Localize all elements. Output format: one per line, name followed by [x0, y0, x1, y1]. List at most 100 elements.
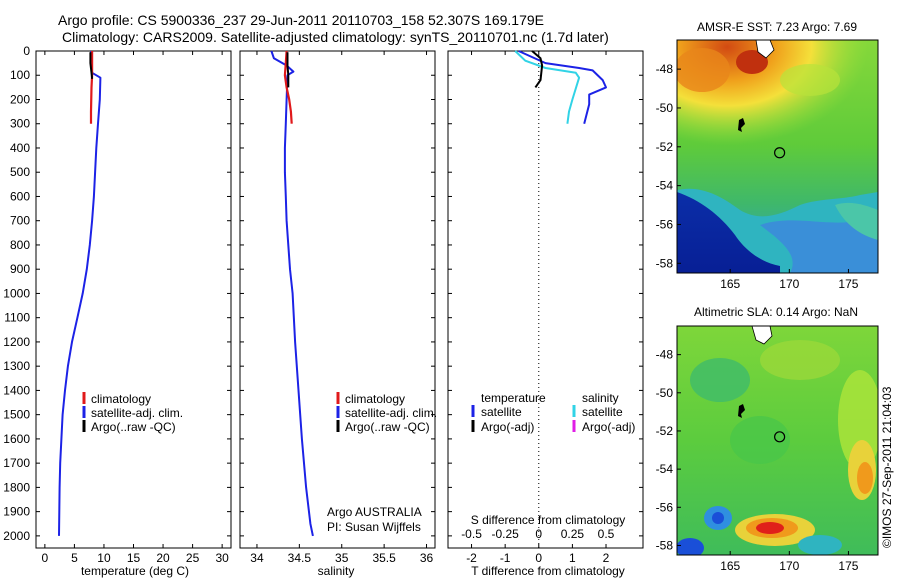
legend-salinity-satellite: satellite	[582, 405, 623, 419]
legend-argo: Argo(..raw -QC)	[91, 420, 176, 434]
y-tick-label: 1100	[4, 311, 30, 325]
temperature-xlabel: temperature (deg C)	[81, 564, 189, 578]
map-y-tick-label: -56	[656, 500, 674, 514]
figure-title-line1: Argo profile: CS 5900336_237 29-Jun-2011…	[58, 12, 544, 28]
map-x-tick-label: 170	[779, 559, 799, 573]
argo-position-marker	[774, 147, 786, 159]
difference-xlabel: T difference from climatology	[471, 564, 625, 578]
map-x-tick-label: 165	[720, 277, 740, 291]
y-tick-label: 600	[10, 189, 30, 203]
temperature-legend: climatology satellite-adj. clim. Argo(..…	[82, 392, 183, 434]
map-y-tick-label: -52	[656, 140, 674, 154]
x-tick-label: 34.5	[288, 551, 312, 565]
x-tick-label: 35.5	[372, 551, 396, 565]
x2-tick-label: 0.5	[598, 527, 615, 541]
legend-satellite-adj: satellite-adj. clim.	[91, 406, 183, 420]
salinity-series-satellite-adj-clim-	[270, 50, 314, 537]
credit-institution: Argo AUSTRALIA	[327, 505, 422, 519]
legend-temperature-title: temperature	[481, 391, 546, 405]
legend-argo: Argo(..raw -QC)	[345, 420, 430, 434]
map-y-tick-label: -52	[656, 424, 674, 438]
sst-map-image	[677, 40, 878, 273]
y-tick-label: 700	[10, 214, 30, 228]
x2-tick-label: 0	[535, 527, 542, 541]
map-y-tick-label: -50	[656, 101, 674, 115]
credit-pi: PI: Susan Wijffels	[327, 520, 421, 534]
map-x-tick-label: 170	[779, 277, 799, 291]
y-tick-label: 100	[10, 68, 30, 82]
legend-temperature-argo: Argo(-adj)	[481, 420, 534, 434]
sst-map-axes: 165 170 175 -48 -50 -52 -54 -56 -58	[656, 62, 859, 291]
map-x-tick-label: 175	[838, 277, 858, 291]
legend-temperature-satellite: satellite	[481, 405, 522, 419]
map-y-tick-label: -48	[656, 62, 674, 76]
salinity-series-argo-raw-qc-	[286, 52, 290, 88]
salinity-axes-frame	[239, 50, 436, 549]
y-tick-label: 1500	[3, 408, 30, 422]
sla-map-image	[677, 326, 878, 555]
figure-title-line2: Climatology: CARS2009. Satellite-adjuste…	[62, 29, 609, 45]
y-tick-label: 900	[10, 262, 30, 276]
x-tick-label: 0	[42, 551, 49, 565]
map-y-tick-label: -54	[656, 179, 674, 193]
map-x-tick-label: 165	[720, 559, 740, 573]
x-tick-label: 36	[420, 551, 434, 565]
sla-map-title: Altimetric SLA: 0.14 Argo: NaN	[694, 305, 858, 319]
temperature-axes-frame	[35, 50, 232, 549]
y-tick-label: 200	[10, 92, 30, 106]
x2-tick-label: 0.25	[561, 527, 585, 541]
temperature-series-climatology	[89, 51, 94, 124]
y-tick-label: 0	[23, 44, 30, 58]
x-tick-label: 1	[569, 551, 576, 565]
x-tick-label: 10	[97, 551, 111, 565]
y-tick-label: 1400	[3, 383, 30, 397]
map-y-tick-label: -56	[656, 217, 674, 231]
sla-map-frame	[676, 325, 879, 556]
temperature-panel: 0 5 10 15 20 25 300100200300400500600700800900…	[3, 44, 232, 565]
sla-map-axes: 165 170 175 -48 -50 -52 -54 -56 -58	[656, 348, 859, 573]
difference-legend: temperature satellite Argo(-adj) salinit…	[471, 391, 635, 434]
y-tick-label: 1700	[3, 456, 30, 470]
x-tick-label: 34	[250, 551, 264, 565]
x-tick-label: 25	[186, 551, 200, 565]
y-tick-label: 1800	[3, 480, 30, 494]
y-tick-label: 300	[10, 117, 30, 131]
argo-position-marker	[774, 431, 786, 443]
y-tick-label: 1000	[3, 286, 30, 300]
x-tick-label: 15	[127, 551, 141, 565]
sst-map-title: AMSR-E SST: 7.23 Argo: 7.69	[697, 20, 857, 34]
sst-map-frame	[676, 39, 879, 274]
x-tick-label: -1	[500, 551, 511, 565]
map-y-tick-label: -58	[656, 256, 674, 270]
difference-axes-frame	[447, 50, 644, 549]
map-x-tick-label: 175	[838, 559, 858, 573]
temperature-series-satellite-adj-clim-	[58, 50, 102, 536]
x-tick-label: 2	[603, 551, 610, 565]
salinity-xlabel: salinity	[318, 564, 355, 578]
difference-series-satellite	[514, 50, 581, 124]
legend-salinity-title: salinity	[582, 391, 619, 405]
x-tick-label: 0	[535, 551, 542, 565]
salinity-legend: climatology satellite-adj. clim. Argo(..…	[336, 392, 437, 434]
legend-climatology: climatology	[91, 392, 151, 406]
x-tick-label: -2	[466, 551, 477, 565]
y-tick-label: 800	[10, 238, 30, 252]
map-y-tick-label: -58	[656, 538, 674, 552]
y-tick-label: 1300	[3, 359, 30, 373]
salinity-series-climatology	[283, 50, 293, 124]
salinity-panel: 34 34.5 35 35.5 36	[239, 50, 436, 565]
y-tick-label: 500	[10, 165, 30, 179]
x-tick-label: 20	[156, 551, 170, 565]
y-tick-label: 1600	[3, 432, 30, 446]
map-y-tick-label: -54	[656, 462, 674, 476]
legend-salinity-argo: Argo(-adj)	[582, 420, 635, 434]
y-tick-label: 1200	[3, 335, 30, 349]
x2-tick-label: -0.5	[461, 527, 482, 541]
difference-xlabel2: S difference from climatology	[471, 513, 626, 527]
map-y-tick-label: -50	[656, 386, 674, 400]
legend-climatology: climatology	[345, 392, 405, 406]
y-tick-label: 400	[10, 141, 30, 155]
y-tick-label: 1900	[3, 505, 30, 519]
legend-satellite-adj: satellite-adj. clim.	[345, 406, 437, 420]
